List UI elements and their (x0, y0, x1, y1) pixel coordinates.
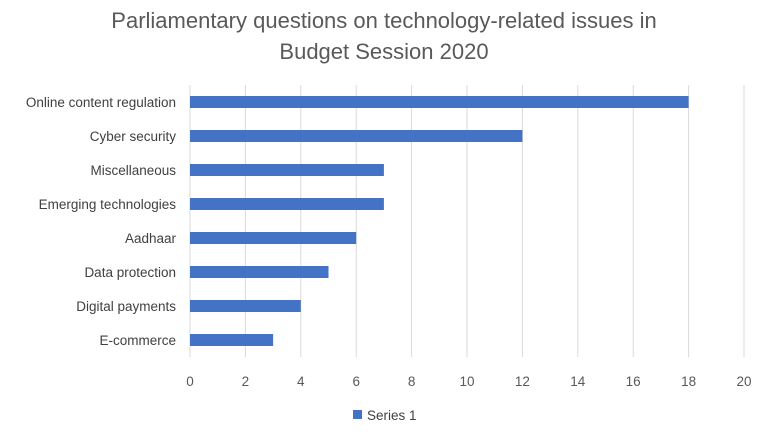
bar (190, 334, 274, 346)
category-label: Data protection (84, 265, 176, 280)
bars (190, 96, 689, 346)
bar (190, 198, 384, 210)
x-tick-label: 10 (459, 374, 474, 389)
x-tick-label: 2 (242, 374, 250, 389)
gridlines (189, 85, 745, 357)
bar (190, 130, 523, 142)
x-tick-label: 12 (515, 374, 530, 389)
category-label: Online content regulation (26, 95, 176, 110)
legend: Series 1 (353, 408, 417, 423)
category-label: Digital payments (76, 299, 176, 314)
x-tick-label: 8 (408, 374, 416, 389)
bar (190, 232, 357, 244)
x-tick-label: 6 (352, 374, 360, 389)
x-tick-labels: 0 2 4 6 8 10 12 14 16 18 20 (186, 374, 751, 389)
chart-title: Parliamentary questions on technology-re… (111, 8, 656, 64)
category-label: Aadhaar (125, 231, 177, 246)
category-label: Miscellaneous (90, 163, 176, 178)
x-tick-label: 20 (736, 374, 751, 389)
category-label: Emerging technologies (39, 197, 177, 212)
bar (190, 164, 384, 176)
bar (190, 300, 301, 312)
x-tick-label: 0 (186, 374, 194, 389)
chart-title-line-2: Budget Session 2020 (279, 39, 488, 64)
bar (190, 266, 329, 278)
category-label: E-commerce (99, 333, 176, 348)
x-tick-label: 18 (681, 374, 696, 389)
bar (190, 96, 689, 108)
x-tick-label: 4 (297, 374, 305, 389)
category-label: Cyber security (90, 129, 177, 144)
x-tick-label: 16 (626, 374, 641, 389)
category-labels: Online content regulation Cyber security M… (26, 95, 177, 348)
chart-title-line-1: Parliamentary questions on technology-re… (111, 8, 656, 33)
x-tick-label: 14 (570, 374, 586, 389)
legend-swatch (353, 410, 362, 419)
legend-label: Series 1 (367, 408, 417, 423)
